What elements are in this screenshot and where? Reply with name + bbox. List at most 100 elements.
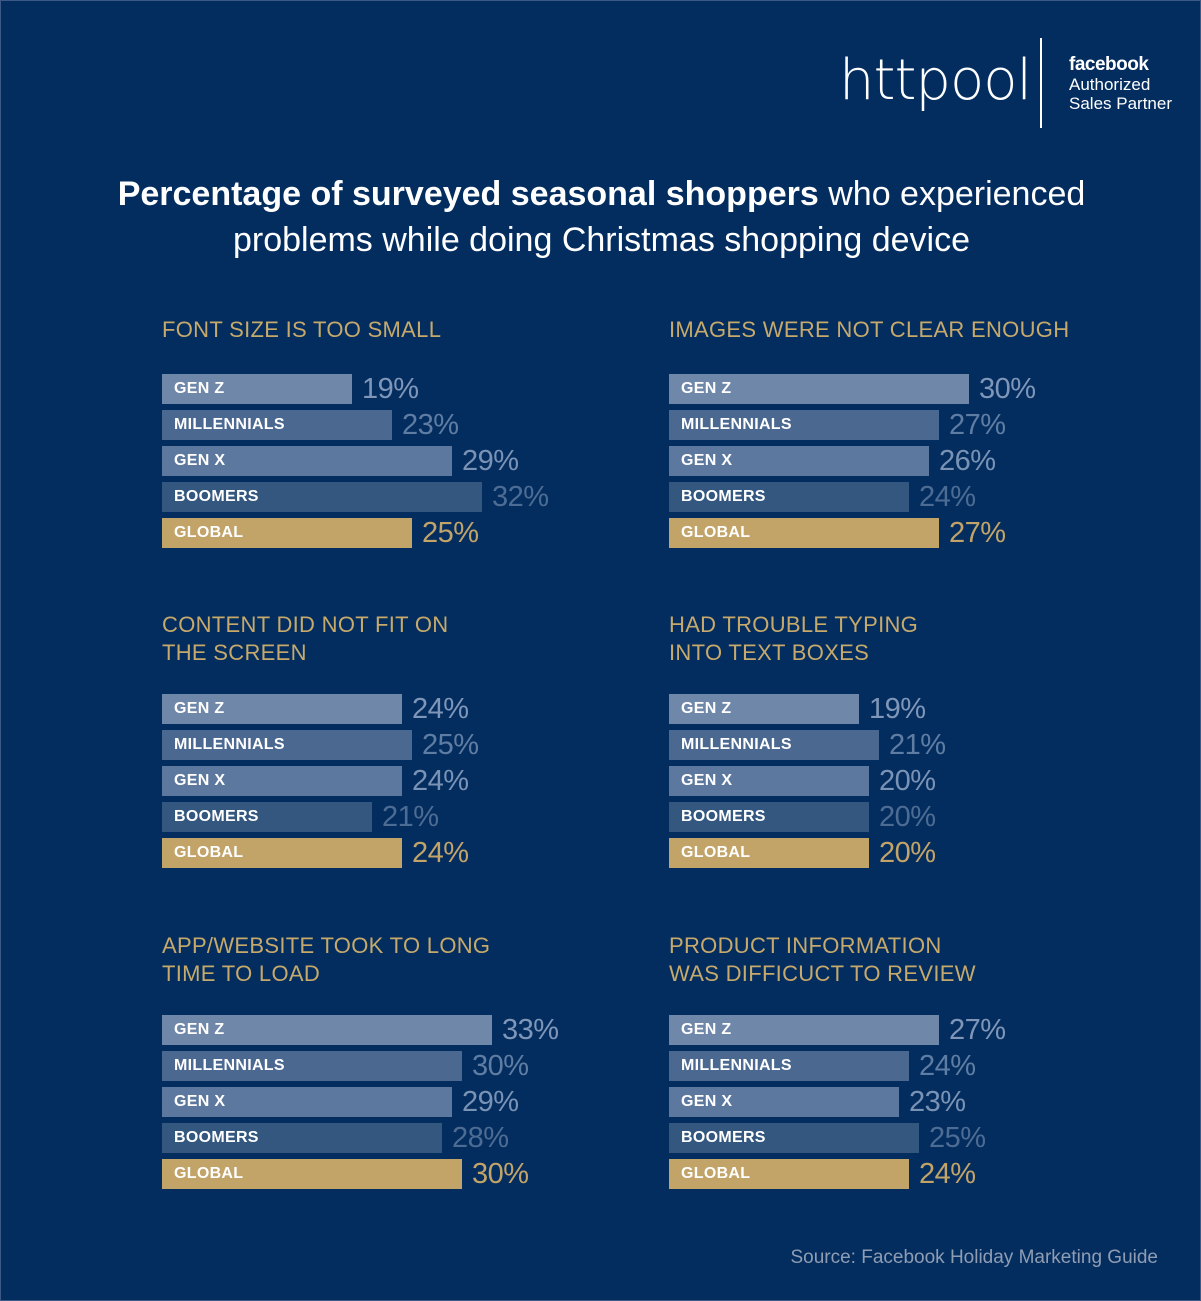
title-rest: who experienced [818,175,1086,213]
bar-label: GEN X [174,772,226,789]
bar-label: BOOMERS [681,1129,766,1146]
value-label: 24% [919,1050,976,1082]
bar-gen-x: GEN X [162,446,452,476]
chart-title-line: APP/WEBSITE TOOK TO LONG [162,933,491,958]
value-label: 20% [879,765,936,797]
value-label: 28% [452,1122,509,1154]
partner-line-2: Sales Partner [1069,94,1172,113]
bar-row-gen-x: GEN X 29% [162,445,622,477]
value-label: 24% [412,693,469,725]
bar-gen-z: GEN Z [669,694,859,724]
bar-label: GEN X [174,452,226,469]
bar-label: GLOBAL [174,844,244,861]
value-label: 19% [362,373,419,405]
value-label: 24% [919,481,976,513]
bar-label: GEN Z [174,380,225,397]
bar-row-gen-x: GEN X 20% [669,765,1129,797]
bar-global: GLOBAL [669,838,869,868]
chart-title: FONT SIZE IS TOO SMALL [162,316,622,372]
chart-panel-load-time: APP/WEBSITE TOOK TO LONG TIME TO LOAD GE… [162,932,622,1190]
httpool-logo: httpool [839,48,1032,113]
bar-row-millennials: MILLENNIALS 30% [162,1050,622,1082]
bar-label: GEN X [681,1093,733,1110]
bar-global: GLOBAL [669,1159,909,1189]
bar-label: GEN X [681,772,733,789]
bar-gen-z: GEN Z [162,694,402,724]
bar-row-global: GLOBAL 24% [669,1158,1129,1190]
bar-row-gen-z: GEN Z 24% [162,693,622,725]
chart-panel-product-info: PRODUCT INFORMATION WAS DIFFICUCT TO REV… [669,932,1129,1190]
bar-millennials: MILLENNIALS [669,1051,909,1081]
value-label: 25% [422,729,479,761]
bar-label: GEN Z [174,1021,225,1038]
value-label: 27% [949,517,1006,549]
chart-panel-typing: HAD TROUBLE TYPING INTO TEXT BOXES GEN Z… [669,611,1129,869]
bar-row-global: GLOBAL 27% [669,517,1129,549]
facebook-wordmark: facebook [1069,54,1149,75]
value-label: 26% [939,445,996,477]
bar-millennials: MILLENNIALS [162,410,392,440]
bar-row-boomers: BOOMERS 20% [669,801,1129,833]
chart-title-line: IMAGES WERE NOT CLEAR ENOUGH [669,317,1070,342]
bar-global: GLOBAL [669,518,939,548]
bar-label: BOOMERS [681,808,766,825]
bar-row-boomers: BOOMERS 21% [162,801,622,833]
chart-title-line: HAD TROUBLE TYPING [669,612,919,637]
bar-millennials: MILLENNIALS [669,410,939,440]
chart-title: IMAGES WERE NOT CLEAR ENOUGH [669,316,1129,372]
bar-row-global: GLOBAL 30% [162,1158,622,1190]
bar-global: GLOBAL [162,1159,462,1189]
value-label: 19% [869,693,926,725]
bar-row-boomers: BOOMERS 25% [669,1122,1129,1154]
bar-boomers: BOOMERS [669,1123,919,1153]
chart-title: PRODUCT INFORMATION WAS DIFFICUCT TO REV… [669,932,1129,988]
chart-title-line: PRODUCT INFORMATION [669,933,942,958]
value-label: 21% [889,729,946,761]
bar-boomers: BOOMERS [162,802,372,832]
bar-gen-z: GEN Z [162,374,352,404]
title-bold: Percentage of surveyed seasonal shoppers [117,175,819,213]
value-label: 27% [949,1014,1006,1046]
bar-row-gen-x: GEN X 29% [162,1086,622,1118]
bar-global: GLOBAL [162,518,412,548]
value-label: 30% [472,1050,529,1082]
bar-label: BOOMERS [174,808,259,825]
bar-row-gen-z: GEN Z 30% [669,373,1129,405]
bar-row-gen-x: GEN X 26% [669,445,1129,477]
chart-title: HAD TROUBLE TYPING INTO TEXT BOXES [669,611,1129,667]
chart-title: CONTENT DID NOT FIT ON THE SCREEN [162,611,622,667]
bar-row-millennials: MILLENNIALS 24% [669,1050,1129,1082]
value-label: 32% [492,481,549,513]
bar-row-global: GLOBAL 20% [669,837,1129,869]
bar-label: MILLENNIALS [174,1057,285,1074]
chart-panel-font-size: FONT SIZE IS TOO SMALL GEN Z 19% MILLENNIA… [162,316,622,549]
chart-title-line: FONT SIZE IS TOO SMALL [162,317,442,342]
bar-boomers: BOOMERS [669,482,909,512]
bar-row-boomers: BOOMERS 28% [162,1122,622,1154]
bar-gen-x: GEN X [669,1087,899,1117]
bar-row-gen-z: GEN Z 19% [162,373,622,405]
bar-rows: GEN Z 19% MILLENNIALS 23% GEN X 29% BOOMERS 32%… [162,373,622,554]
value-label: 24% [919,1158,976,1190]
bar-boomers: BOOMERS [162,482,482,512]
bar-label: MILLENNIALS [681,736,792,753]
bar-row-gen-z: GEN Z 19% [669,693,1129,725]
bar-row-millennials: MILLENNIALS 25% [162,729,622,761]
bar-label: BOOMERS [174,1129,259,1146]
bar-label: GEN Z [174,700,225,717]
bar-label: MILLENNIALS [681,416,792,433]
bar-label: GLOBAL [174,524,244,541]
bar-label: GLOBAL [174,1165,244,1182]
bar-rows: GEN Z 33% MILLENNIALS 30% GEN X 29% BOOMERS 28%… [162,1014,622,1195]
bar-millennials: MILLENNIALS [669,730,879,760]
logo-divider [1040,38,1042,128]
value-label: 29% [462,445,519,477]
chart-title-line: INTO TEXT BOXES [669,640,870,665]
source-note: Source: Facebook Holiday Marketing Guide [790,1247,1158,1268]
bar-label: GEN Z [681,700,732,717]
bar-label: MILLENNIALS [174,736,285,753]
bar-label: GEN X [681,452,733,469]
bar-label: MILLENNIALS [681,1057,792,1074]
value-label: 24% [412,837,469,869]
